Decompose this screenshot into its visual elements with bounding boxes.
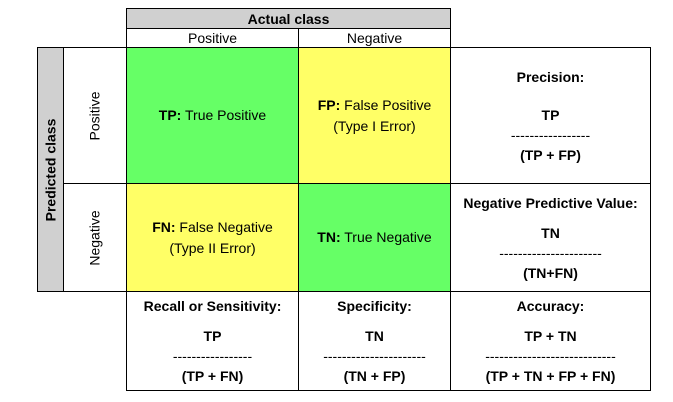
predicted-negative-label: Negative bbox=[86, 209, 103, 266]
npv-numerator: TN bbox=[541, 224, 560, 241]
precision-denominator: (TP + FP) bbox=[520, 146, 581, 163]
specificity-denominator: (TN + FP) bbox=[343, 368, 406, 384]
recall-title: Recall or Sensitivity: bbox=[143, 298, 282, 314]
fn-note: (Type II Error) bbox=[169, 239, 256, 256]
tp-abbr: TP: bbox=[158, 107, 182, 123]
fn-text: False Negative bbox=[175, 218, 273, 235]
actual-positive-label: Positive bbox=[187, 30, 238, 46]
predicted-positive-label: Positive bbox=[87, 90, 103, 141]
recall-divider: ----------------- bbox=[172, 348, 253, 364]
actual-class-header: Actual class bbox=[126, 8, 451, 29]
fn-cell: FN: False Negative (Type II Error) bbox=[126, 183, 299, 292]
recall-denominator: (TP + FN) bbox=[181, 368, 244, 384]
accuracy-title: Accuracy: bbox=[516, 298, 585, 314]
tp-text: True Positive bbox=[181, 107, 267, 123]
npv-title: Negative Predictive Value: bbox=[463, 194, 638, 211]
precision-divider: ----------------- bbox=[510, 126, 591, 143]
accuracy-divider: ---------------------------- bbox=[485, 348, 616, 364]
actual-positive-header: Positive bbox=[126, 28, 299, 48]
actual-negative-header: Negative bbox=[298, 28, 451, 48]
accuracy-cell: Accuracy: TP + TN ----------------------… bbox=[450, 291, 651, 391]
accuracy-denominator: (TP + TN + FP + FN) bbox=[485, 368, 616, 384]
predicted-class-label: Predicted class bbox=[42, 118, 59, 221]
precision-cell: Precision: TP ----------------- (TP + FP… bbox=[450, 47, 651, 184]
specificity-title: Specificity: bbox=[337, 298, 412, 314]
precision-title: Precision: bbox=[516, 68, 585, 85]
fp-note: (Type I Error) bbox=[333, 117, 416, 134]
tn-text: True Negative bbox=[340, 229, 432, 245]
tp-cell: TP: True Positive bbox=[126, 47, 299, 184]
predicted-positive-header: Positive bbox=[63, 47, 127, 184]
npv-cell: Negative Predictive Value: TN ----------… bbox=[450, 183, 651, 292]
precision-numerator: TP bbox=[541, 106, 560, 123]
actual-class-label: Actual class bbox=[247, 10, 330, 27]
npv-divider: ---------------------- bbox=[499, 244, 602, 261]
npv-denominator: (TN+FN) bbox=[523, 264, 578, 281]
tn-abbr: TN: bbox=[317, 229, 341, 245]
fp-text: False Positive bbox=[340, 96, 432, 113]
specificity-cell: Specificity: TN ---------------------- (… bbox=[298, 291, 451, 391]
accuracy-numerator: TP + TN bbox=[524, 328, 577, 344]
specificity-divider: ---------------------- bbox=[323, 348, 426, 364]
fn-abbr: FN: bbox=[152, 218, 176, 235]
actual-negative-label: Negative bbox=[346, 30, 403, 46]
tn-cell: TN: True Negative bbox=[298, 183, 451, 292]
fp-cell: FP: False Positive (Type I Error) bbox=[298, 47, 451, 184]
recall-numerator: TP bbox=[203, 328, 222, 344]
recall-cell: Recall or Sensitivity: TP --------------… bbox=[126, 291, 299, 391]
fp-abbr: FP: bbox=[317, 96, 341, 113]
predicted-class-header: Predicted class bbox=[37, 47, 64, 292]
specificity-numerator: TN bbox=[365, 328, 384, 344]
predicted-negative-header: Negative bbox=[63, 183, 127, 292]
